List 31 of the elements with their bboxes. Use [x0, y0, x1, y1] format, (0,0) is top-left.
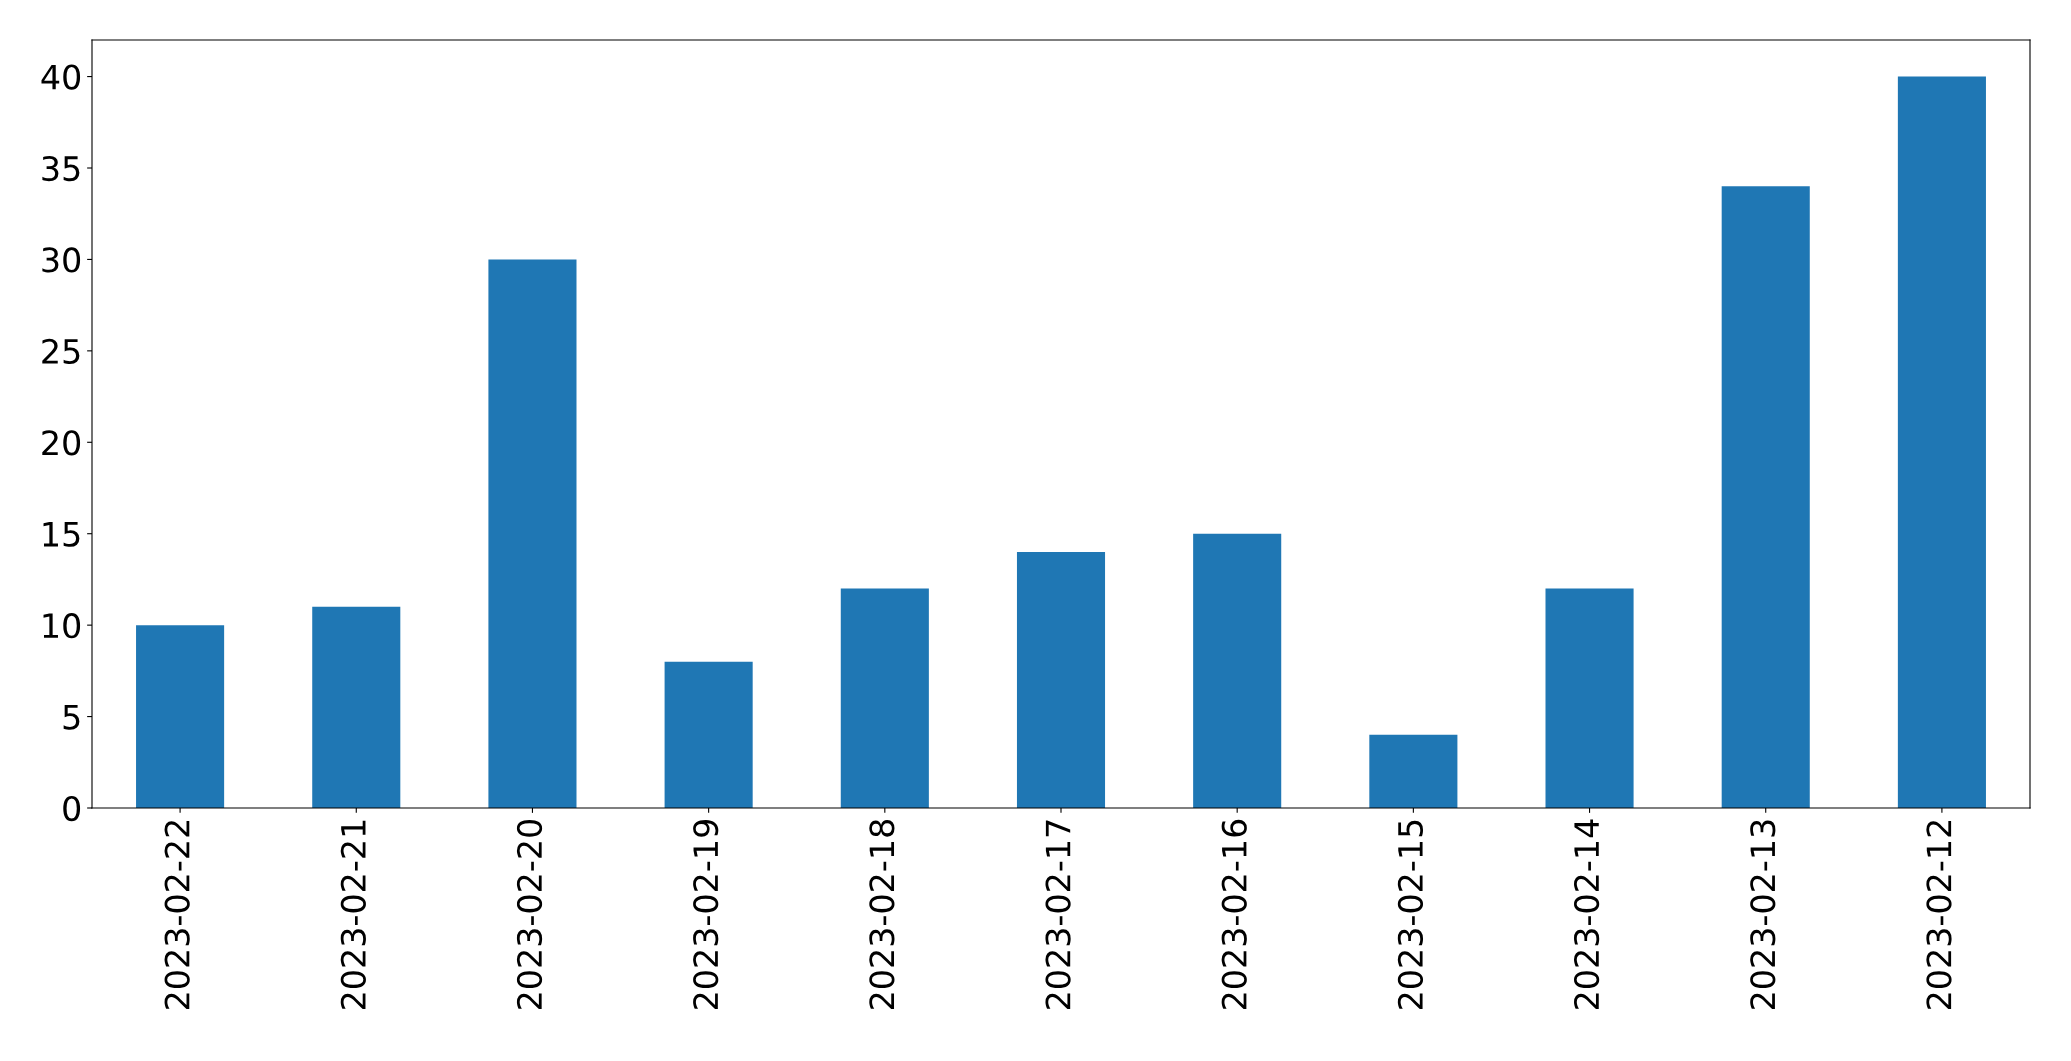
bar [1193, 533, 1282, 808]
bar [1369, 734, 1458, 808]
x-tick-label: 2023-02-12 [1926, 821, 1952, 1009]
bar [664, 661, 753, 808]
x-tick-label: 2023-02-13 [1750, 820, 1776, 1009]
x-tick-label: 2023-02-21 [340, 820, 366, 1009]
x-tick-label: 2023-02-14 [1574, 819, 1600, 1009]
x-tick-label: 2023-02-15 [1397, 820, 1424, 1009]
x-tick-label: 2023-02-20 [516, 819, 543, 1009]
y-tick-label: 30 [42, 247, 81, 273]
bar [488, 259, 577, 808]
y-tick-label: 25 [42, 338, 80, 364]
y-tick-label: 20 [42, 430, 81, 456]
y-tick-label: 35 [42, 155, 80, 182]
bar [1897, 76, 1986, 808]
bar [1545, 588, 1634, 808]
x-tick-label: 2023-02-17 [1045, 820, 1071, 1009]
y-tick-label: 40 [41, 64, 81, 90]
x-tick-label: 2023-02-22 [164, 821, 190, 1009]
y-tick-label: 0 [63, 795, 81, 822]
x-tick-label: 2023-02-16 [1221, 819, 1247, 1009]
bar [1016, 552, 1106, 808]
x-tick-label: 2023-02-19 [693, 820, 719, 1009]
bar [840, 588, 929, 808]
y-tick-label: 10 [43, 613, 81, 639]
bar [1721, 186, 1810, 808]
bar [136, 625, 225, 808]
x-tick-label: 2023-02-18 [869, 820, 895, 1009]
y-tick-label: 5 [63, 704, 80, 730]
bar [312, 606, 401, 808]
y-tick-label: 15 [43, 522, 80, 547]
